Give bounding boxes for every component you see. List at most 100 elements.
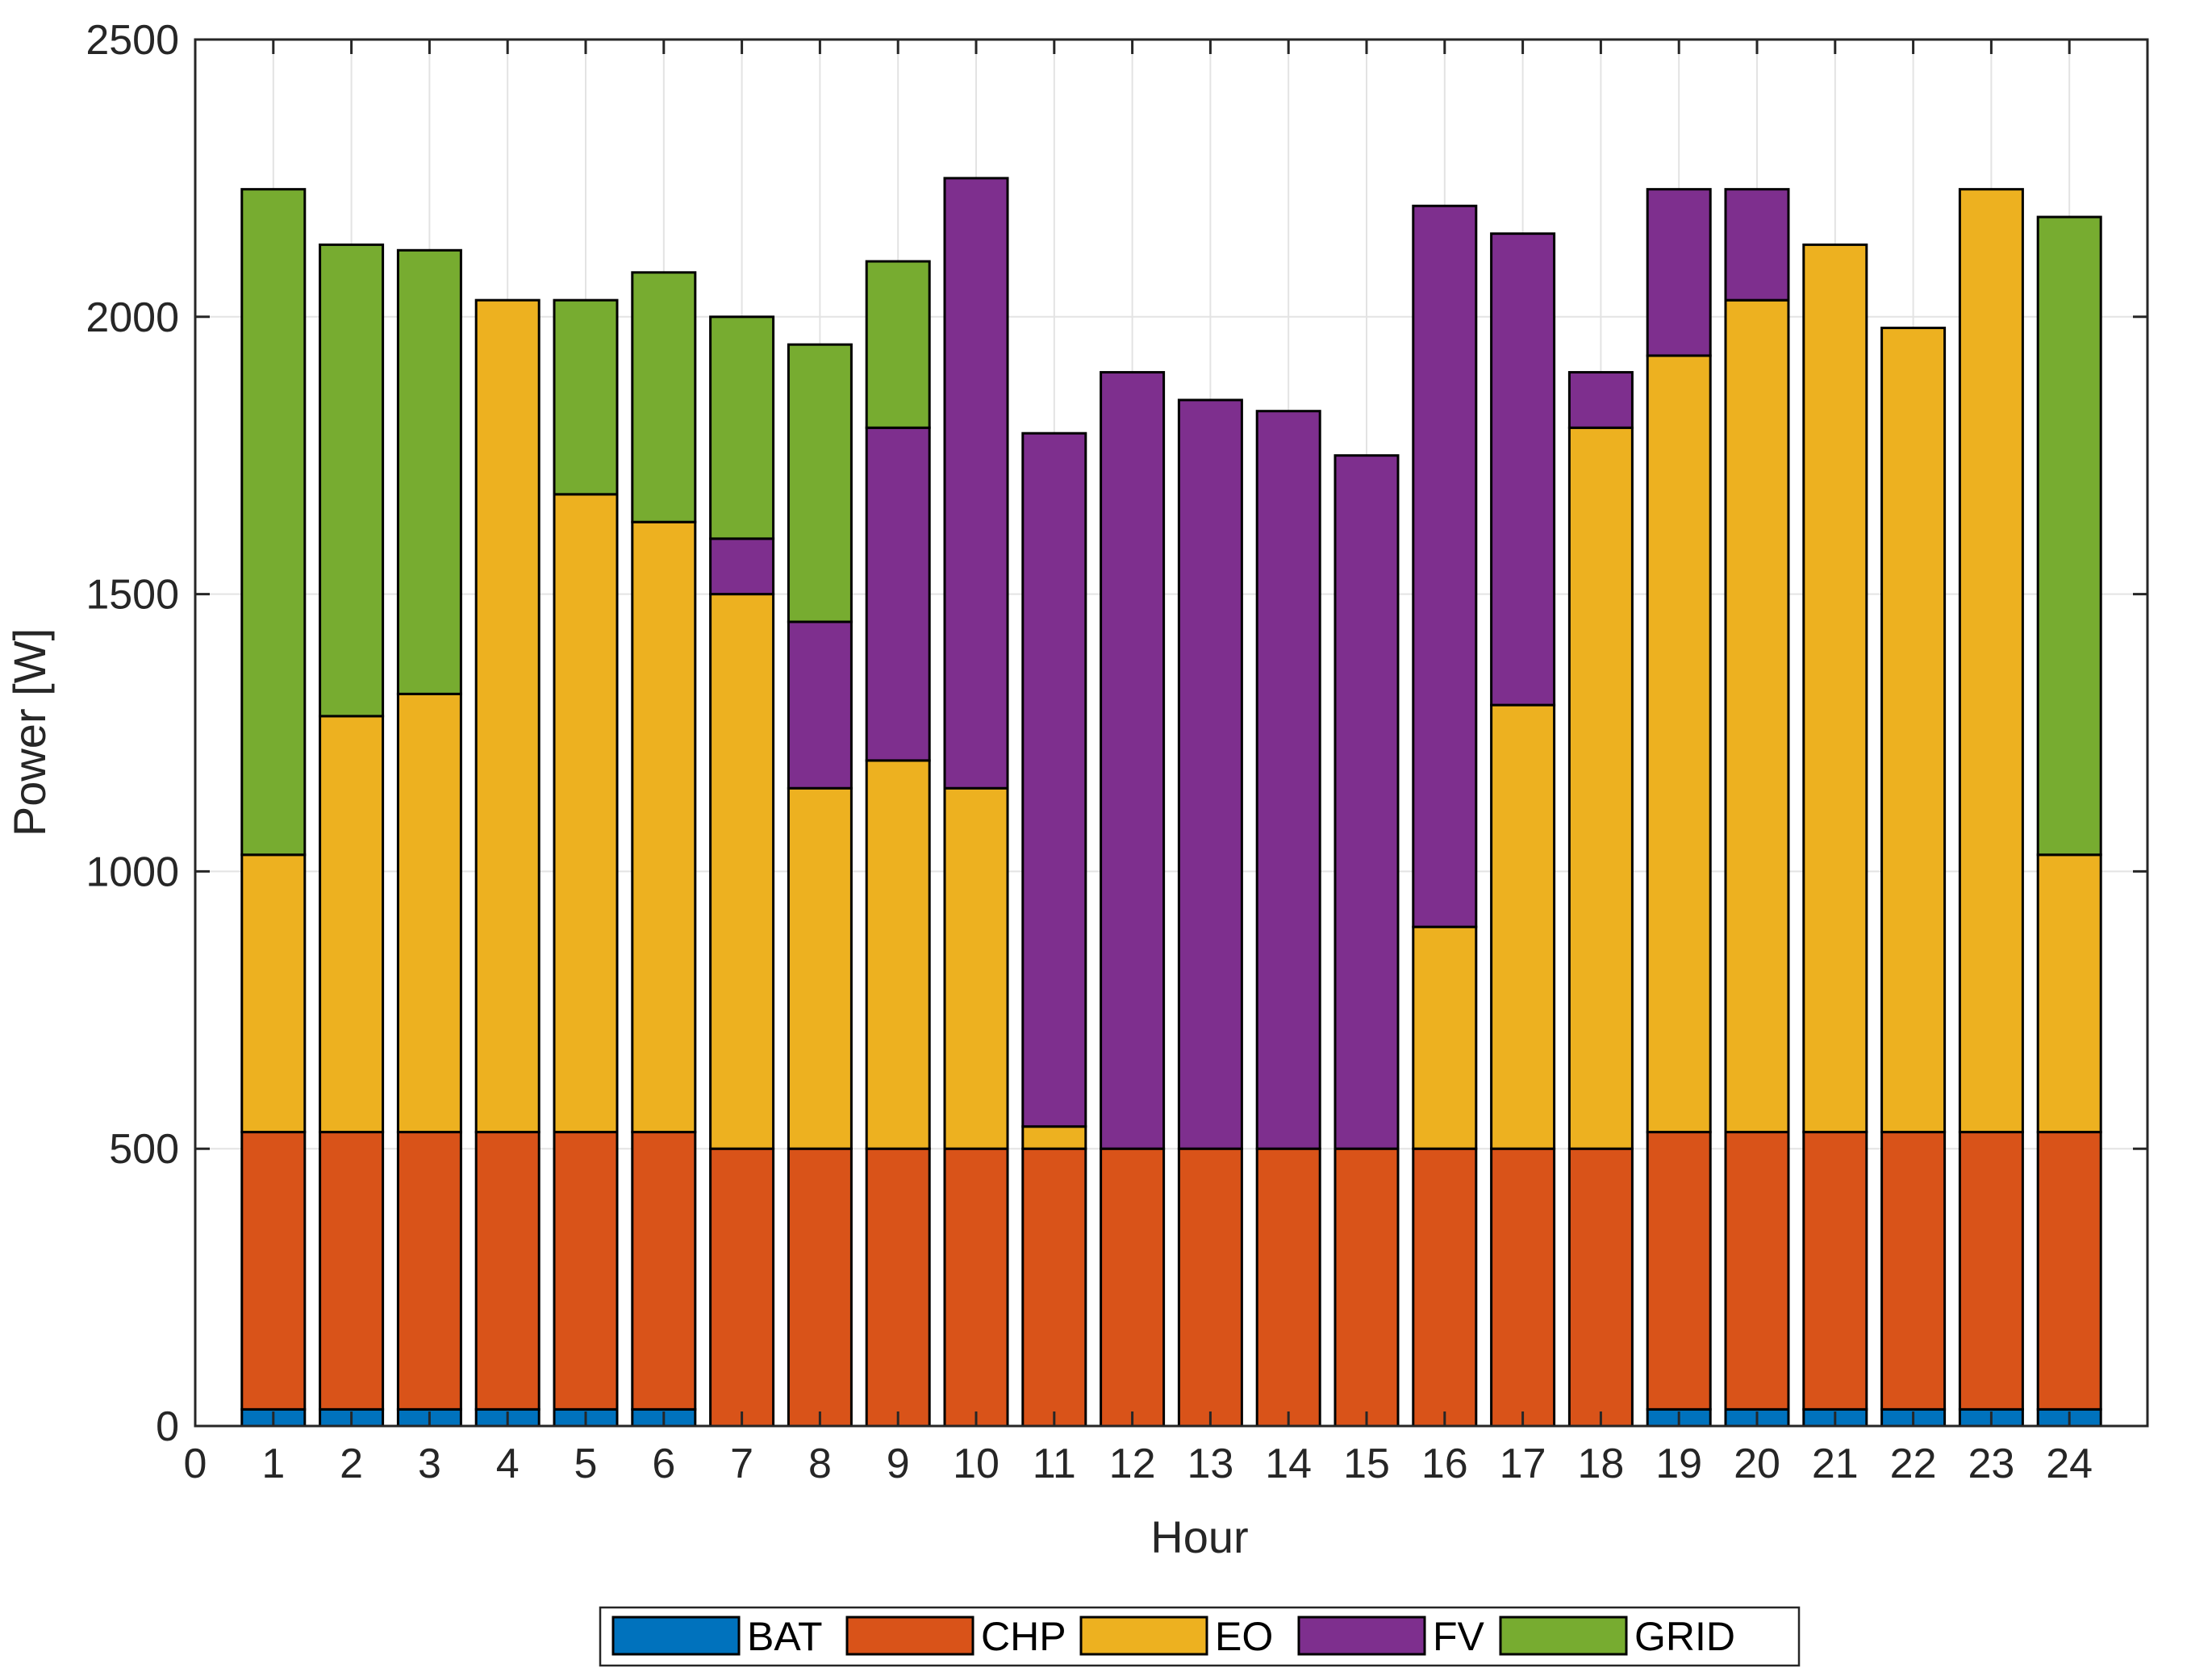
bar-eo-hour-17: [1490, 703, 1556, 1150]
y-tick-label: 0: [156, 1403, 179, 1450]
bar-eo-hour-6: [631, 520, 697, 1134]
x-tick-label: 9: [887, 1441, 910, 1487]
x-tick-label: 19: [1655, 1441, 1702, 1487]
bar-chp-hour-11: [1021, 1147, 1087, 1428]
bar-eo-hour-20: [1724, 298, 1790, 1134]
x-tick-label: 0: [184, 1441, 207, 1487]
bar-chp-hour-14: [1255, 1147, 1321, 1428]
bar-chp-hour-5: [553, 1131, 619, 1411]
y-tick-label: 2500: [86, 17, 179, 64]
bar-fv-hour-9: [865, 426, 931, 762]
bar-grid-hour-5: [553, 298, 619, 496]
x-tick-label: 17: [1500, 1441, 1546, 1487]
y-tick-label: 1000: [86, 849, 179, 895]
x-tick-label: 16: [1421, 1441, 1468, 1487]
bar-grid-hour-2: [319, 243, 385, 718]
bar-fv-hour-8: [787, 620, 853, 790]
x-tick-label: 23: [1968, 1441, 2014, 1487]
bar-grid-hour-1: [240, 188, 307, 857]
bar-grid-hour-8: [787, 343, 853, 623]
bar-chp-hour-21: [1802, 1131, 1868, 1411]
legend-swatch-chp: [845, 1616, 975, 1656]
bar-grid-hour-6: [631, 271, 697, 523]
x-tick-label: 4: [496, 1441, 520, 1487]
legend-swatch-eo: [1079, 1616, 1208, 1656]
plot-frame: [194, 38, 2149, 1428]
x-tick-label: 1: [261, 1441, 285, 1487]
x-axis-title: Hour: [1150, 1511, 1248, 1562]
y-tick-label: 1500: [86, 572, 179, 619]
bar-eo-hour-18: [1567, 426, 1634, 1150]
bar-chp-hour-3: [396, 1131, 462, 1411]
x-tick-label: 12: [1109, 1441, 1156, 1487]
bar-eo-hour-2: [319, 715, 385, 1134]
bar-chp-hour-13: [1177, 1147, 1243, 1428]
bar-fv-hour-17: [1490, 232, 1556, 707]
x-tick-label: 24: [2046, 1441, 2093, 1487]
bar-eo-hour-5: [553, 493, 619, 1134]
legend-swatch-fv: [1297, 1616, 1426, 1656]
bar-eo-hour-3: [396, 692, 462, 1134]
x-tick-label: 21: [1812, 1441, 1859, 1487]
legend-swatch-grid: [1499, 1616, 1628, 1656]
bar-chp-hour-19: [1646, 1131, 1712, 1411]
x-tick-label: 10: [953, 1441, 1000, 1487]
x-tick-label: 18: [1577, 1441, 1624, 1487]
bar-chp-hour-1: [240, 1131, 307, 1411]
axis-ticks: [194, 38, 2147, 1428]
legend: BAT CHP EO FV GRID: [599, 1606, 1801, 1667]
bar-fv-hour-15: [1333, 454, 1400, 1150]
bar-chp-hour-7: [709, 1147, 775, 1428]
x-tick-label: 13: [1187, 1441, 1233, 1487]
bar-chp-hour-15: [1333, 1147, 1400, 1428]
bar-eo-hour-4: [474, 298, 540, 1134]
x-tick-label: 20: [1734, 1441, 1780, 1487]
bar-grid-hour-3: [396, 248, 462, 695]
bar-eo-hour-21: [1802, 243, 1868, 1134]
legend-swatch-bat: [611, 1616, 741, 1656]
x-tick-label: 15: [1343, 1441, 1390, 1487]
bar-chp-hour-24: [2036, 1131, 2102, 1411]
legend-label-eo: EO: [1215, 1614, 1273, 1659]
bar-chp-hour-4: [474, 1131, 540, 1411]
x-tick-label: 7: [730, 1441, 753, 1487]
x-tick-label: 22: [1890, 1441, 1937, 1487]
bar-grid-hour-7: [709, 315, 775, 540]
legend-label-bat: BAT: [747, 1614, 823, 1659]
x-tick-label: 2: [340, 1441, 363, 1487]
bar-chp-hour-8: [787, 1147, 853, 1428]
bar-chp-hour-6: [631, 1131, 697, 1411]
bar-eo-hour-16: [1412, 925, 1478, 1150]
bars: [240, 177, 2102, 1428]
bar-grid-hour-24: [2036, 215, 2102, 857]
bar-grid-hour-9: [865, 260, 931, 429]
bar-eo-hour-24: [2036, 853, 2102, 1134]
bar-chp-hour-16: [1412, 1147, 1478, 1428]
bar-chp-hour-20: [1724, 1131, 1790, 1411]
bar-eo-hour-11: [1021, 1125, 1087, 1150]
legend-label-grid: GRID: [1634, 1614, 1735, 1659]
x-tick-labels: 0 1 2 3 4 5 6 7 8 9 10 11 12 13 14 15 16 17 18 19 20 21 22 23 24: [184, 1441, 2093, 1487]
bar-chp-hour-17: [1490, 1147, 1556, 1428]
y-axis-title: Power [W]: [4, 628, 55, 836]
bar-chp-hour-2: [319, 1131, 385, 1411]
bar-fv-hour-7: [709, 537, 775, 596]
x-tick-label: 8: [808, 1441, 832, 1487]
bar-eo-hour-23: [1958, 188, 2024, 1134]
bar-eo-hour-1: [240, 853, 307, 1134]
x-tick-label: 14: [1265, 1441, 1312, 1487]
x-tick-label: 6: [652, 1441, 675, 1487]
bar-fv-hour-18: [1567, 371, 1634, 429]
bar-chp-hour-10: [943, 1147, 1009, 1428]
y-tick-labels: 0 500 1000 1500 2000 2500: [86, 17, 179, 1450]
bar-fv-hour-13: [1177, 398, 1243, 1150]
bar-eo-hour-22: [1880, 327, 1947, 1134]
bar-fv-hour-14: [1255, 410, 1321, 1150]
bar-eo-hour-10: [943, 786, 1009, 1150]
bar-fv-hour-11: [1021, 432, 1087, 1128]
bar-eo-hour-8: [787, 786, 853, 1150]
bar-chp-hour-9: [865, 1147, 931, 1428]
bar-fv-hour-19: [1646, 188, 1712, 357]
bar-chp-hour-23: [1958, 1131, 2024, 1411]
